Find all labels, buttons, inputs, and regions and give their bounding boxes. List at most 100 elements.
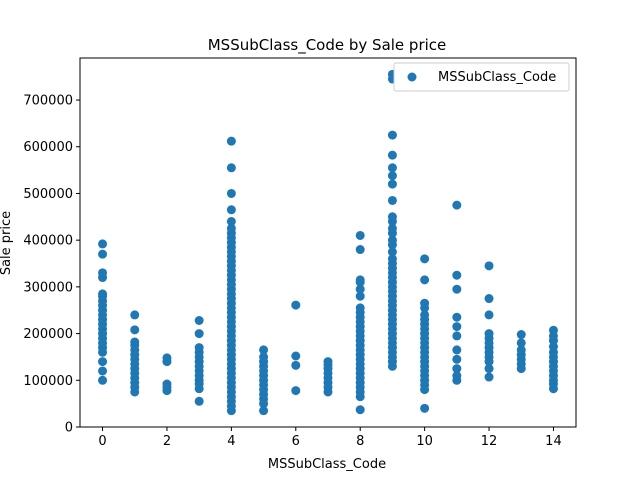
data-point [130, 325, 140, 335]
y-axis-label: Sale price [0, 211, 14, 275]
x-axis-label: MSSubClass_Code [268, 457, 386, 472]
data-point [387, 235, 397, 245]
data-point [420, 298, 430, 308]
data-point [226, 188, 236, 198]
y-tick-label: 600000 [23, 140, 73, 155]
data-point [387, 179, 397, 189]
data-point [98, 249, 108, 259]
legend: MSSubClass_Code [393, 62, 570, 92]
data-point [226, 205, 236, 215]
data-point [420, 275, 430, 285]
data-point [355, 291, 365, 301]
x-tick-label: 8 [356, 434, 364, 449]
legend-frame [393, 62, 570, 92]
data-point [420, 310, 430, 320]
data-point [291, 386, 301, 396]
data-point [452, 354, 462, 364]
data-point [194, 329, 204, 339]
data-point [130, 337, 140, 347]
data-point [452, 371, 462, 381]
chart-title: MSSubClass_Code by Sale price [208, 36, 447, 55]
data-point [226, 216, 236, 226]
data-point [420, 403, 430, 413]
data-point [194, 343, 204, 353]
y-tick-label: 200000 [23, 327, 73, 342]
data-point [98, 357, 108, 367]
y-tick-label: 100000 [23, 374, 73, 389]
data-point [162, 353, 172, 363]
data-point [484, 261, 494, 271]
data-point [323, 357, 333, 367]
data-point [452, 322, 462, 332]
data-point [291, 360, 301, 370]
data-point [226, 163, 236, 173]
x-tick-label: 10 [416, 434, 433, 449]
y-tick-label: 700000 [23, 94, 73, 109]
data-point [387, 223, 397, 233]
data-point [484, 372, 494, 382]
data-point [516, 345, 526, 355]
data-point [226, 136, 236, 146]
legend-marker [407, 72, 417, 82]
legend-label: MSSubClass_Code [438, 70, 556, 85]
data-point [516, 330, 526, 340]
x-tick-label: 2 [163, 434, 171, 449]
data-point [162, 379, 172, 389]
data-point [291, 300, 301, 310]
x-tick-label: 14 [545, 434, 562, 449]
y-tick-label: 0 [65, 421, 73, 436]
plot-area: 0 2 4 6 8 10 12 14 0 100000 200000 300000 400000 5000… [23, 57, 577, 449]
data-point [98, 239, 108, 249]
data-point [98, 366, 108, 376]
data-point [355, 230, 365, 240]
axes-frame [79, 57, 577, 428]
data-point [516, 338, 526, 348]
data-point [387, 212, 397, 222]
data-point [387, 171, 397, 181]
x-tick-label: 4 [227, 434, 235, 449]
data-point [387, 163, 397, 173]
data-point [130, 310, 140, 320]
data-point [420, 254, 430, 264]
data-point [484, 310, 494, 320]
data-point [259, 345, 269, 355]
data-point [387, 195, 397, 205]
y-tick-label: 400000 [23, 234, 73, 249]
data-point [387, 150, 397, 160]
data-point [387, 130, 397, 140]
data-point [355, 275, 365, 285]
data-point [98, 268, 108, 278]
y-tick-label: 500000 [23, 187, 73, 202]
x-tick-label: 12 [481, 434, 498, 449]
data-point [484, 329, 494, 339]
data-point [484, 294, 494, 304]
data-point [194, 396, 204, 406]
data-point [355, 405, 365, 415]
data-point [355, 245, 365, 255]
data-point [452, 331, 462, 341]
data-point [452, 200, 462, 210]
data-point [452, 270, 462, 280]
data-point [548, 325, 558, 335]
data-point [98, 375, 108, 385]
data-point [355, 284, 365, 294]
data-point [259, 406, 269, 416]
data-point [452, 312, 462, 322]
data-point [452, 364, 462, 374]
y-tick-label: 300000 [23, 280, 73, 295]
data-point [194, 316, 204, 325]
data-point [259, 352, 269, 362]
data-point [484, 364, 494, 374]
data-point [226, 223, 236, 233]
data-point [355, 303, 365, 313]
data-point [452, 284, 462, 294]
data-point [387, 254, 397, 264]
data-point [452, 345, 462, 355]
data-point [291, 351, 301, 361]
x-tick-label: 6 [292, 434, 300, 449]
data-point [98, 289, 108, 299]
data-point [387, 247, 397, 257]
x-tick-label: 0 [98, 434, 106, 449]
